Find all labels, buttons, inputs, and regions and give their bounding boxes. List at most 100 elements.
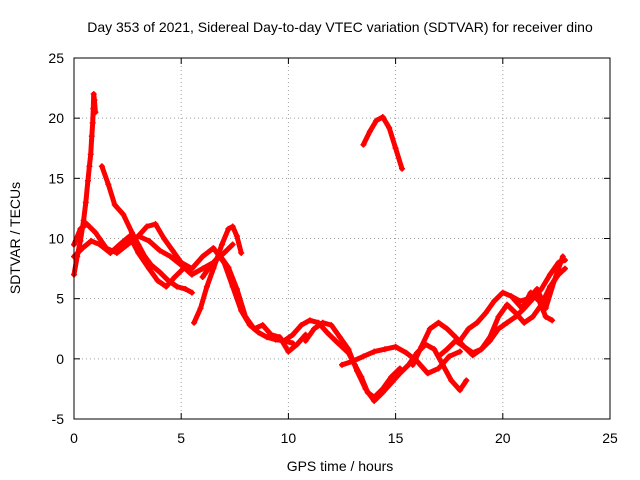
data-point — [218, 241, 225, 248]
data-point — [435, 319, 442, 326]
data-point — [495, 325, 502, 332]
data-point — [203, 283, 210, 290]
data-point — [96, 241, 103, 248]
data-point — [163, 283, 170, 290]
data-point — [366, 128, 373, 135]
data-point — [255, 329, 262, 336]
data-point — [354, 367, 361, 374]
data-point — [111, 201, 118, 208]
data-point — [328, 322, 335, 329]
data-point — [549, 317, 556, 324]
data-point — [551, 277, 558, 284]
data-point — [120, 211, 127, 218]
y-tick-label: 5 — [56, 291, 64, 307]
data-point — [126, 233, 133, 240]
data-point — [79, 245, 86, 252]
data-point — [521, 319, 528, 326]
data-point — [319, 319, 326, 326]
data-point — [113, 247, 120, 254]
data-point — [268, 331, 275, 338]
data-point — [105, 181, 112, 188]
y-axis-label: SDTVAR / TECUs — [7, 182, 23, 294]
data-point — [499, 289, 506, 296]
data-point — [373, 117, 380, 124]
data-point — [188, 289, 195, 296]
y-tick-label: 15 — [48, 170, 64, 186]
data-point — [143, 223, 150, 230]
data-point — [191, 319, 198, 326]
data-point — [542, 313, 549, 320]
data-point — [169, 247, 176, 254]
x-tick-label: 15 — [388, 430, 404, 446]
data-point — [448, 377, 455, 384]
data-point — [135, 249, 142, 256]
data-point — [82, 199, 89, 206]
data-point — [92, 109, 99, 116]
data-point — [323, 329, 330, 336]
data-point — [482, 310, 489, 317]
data-point — [276, 334, 283, 341]
data-point — [208, 261, 215, 268]
data-point — [92, 229, 99, 236]
data-point — [392, 343, 399, 350]
data-point — [89, 119, 96, 126]
series-arc_o — [510, 289, 556, 324]
data-point — [281, 337, 288, 344]
data-point — [146, 265, 153, 272]
series-arc_e — [191, 223, 245, 326]
data-point — [152, 221, 159, 228]
series-trace — [360, 114, 405, 172]
data-point — [259, 322, 266, 329]
series-spike — [71, 91, 99, 278]
data-point — [478, 346, 485, 353]
data-point — [403, 349, 410, 356]
x-tick-label: 10 — [281, 430, 297, 446]
data-point — [399, 165, 406, 172]
data-point — [463, 377, 470, 384]
data-point — [456, 348, 463, 355]
data-point — [461, 343, 468, 350]
data-point — [336, 334, 343, 341]
data-marks — [71, 91, 568, 404]
data-point — [90, 91, 97, 98]
data-point — [298, 322, 305, 329]
data-point — [469, 352, 476, 359]
data-point — [536, 298, 543, 305]
data-point — [381, 346, 388, 353]
data-point — [379, 389, 386, 396]
data-point — [446, 353, 453, 360]
data-point — [229, 223, 236, 230]
data-point — [345, 346, 352, 353]
data-point — [510, 295, 517, 302]
y-tick-label: 20 — [48, 110, 64, 126]
data-point — [388, 379, 395, 386]
data-point — [197, 305, 204, 312]
data-point — [87, 151, 94, 158]
data-point — [199, 265, 206, 272]
data-point — [225, 264, 232, 271]
x-tick-label: 5 — [177, 430, 185, 446]
data-point — [173, 283, 180, 290]
series-trace — [281, 317, 403, 400]
data-point — [504, 319, 511, 326]
series-trace — [339, 344, 463, 376]
data-point — [84, 177, 91, 184]
data-point — [80, 217, 87, 224]
data-point — [424, 370, 431, 377]
data-point — [444, 325, 451, 332]
data-point — [504, 301, 511, 308]
data-point — [146, 237, 153, 244]
series-arc_k — [360, 113, 406, 172]
data-point — [379, 113, 386, 120]
data-point — [289, 331, 296, 338]
data-point — [431, 346, 438, 353]
data-point — [238, 249, 245, 256]
data-point — [221, 249, 228, 256]
chart-title: Day 353 of 2021, Sidereal Day-to-day VTE… — [87, 19, 593, 35]
data-point — [349, 358, 356, 365]
data-point — [474, 319, 481, 326]
data-point — [77, 237, 84, 244]
data-point — [519, 305, 526, 312]
data-point — [293, 341, 300, 348]
data-point — [225, 225, 232, 232]
